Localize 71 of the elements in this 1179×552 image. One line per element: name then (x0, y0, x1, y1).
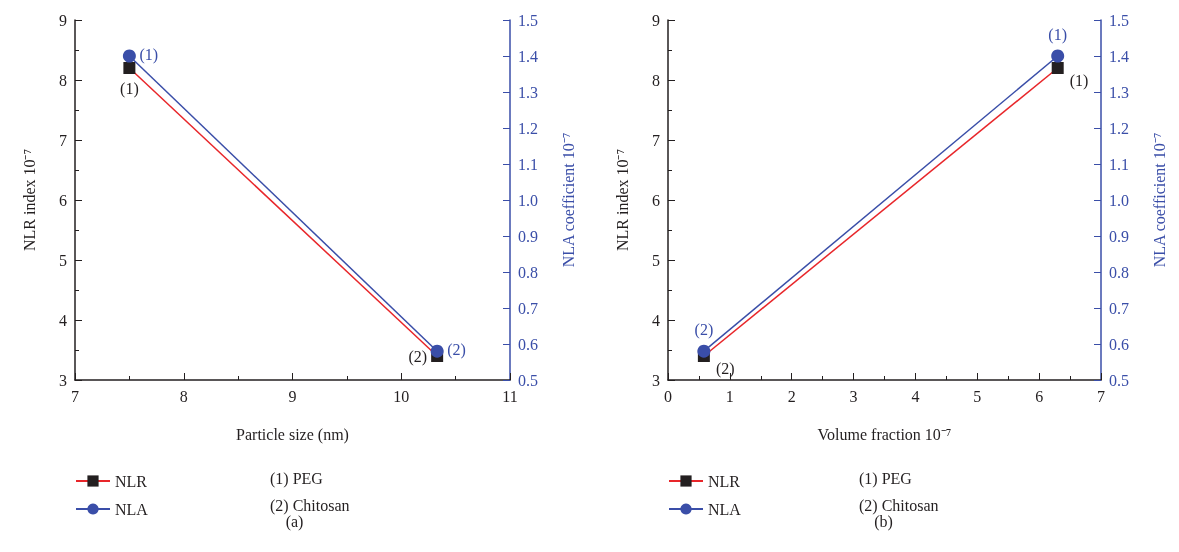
x-tick-label: 8 (179, 387, 188, 405)
x-tick-label: 2 (787, 387, 796, 405)
y2-tick-label: 0.9 (518, 227, 538, 245)
y2-tick-label: 0.5 (1109, 371, 1129, 389)
annotation: (2) (694, 320, 714, 339)
annotation: (2) (447, 340, 466, 359)
y-tick-label: 9 (59, 11, 67, 29)
x-tick-label: 7 (1097, 387, 1105, 405)
y-tick-label: 9 (652, 11, 660, 29)
x-tick-label: 6 (1035, 387, 1044, 405)
x-axis-title: Particle size (nm) (236, 425, 349, 444)
y2-tick-label: 0.9 (1109, 227, 1129, 245)
x-tick-label: 3 (849, 387, 858, 405)
y2-tick-label: 0.6 (1109, 335, 1129, 353)
x-tick-label: 11 (502, 387, 518, 405)
text: (1) PEG (270, 469, 324, 488)
legend-label: NLR (115, 472, 148, 490)
annotation: (1) (120, 79, 139, 98)
y2-tick-label: 1.5 (1109, 11, 1129, 29)
y2-tick-label: 0.7 (1109, 299, 1129, 317)
y-tick-label: 7 (59, 131, 67, 149)
x-tick-label: 5 (973, 387, 982, 405)
legend-label: NLR (708, 472, 741, 490)
y-axis-title: NLR index 10⁻⁷ (20, 148, 38, 252)
x-axis-title: Volume fraction 10⁻⁷ (817, 425, 952, 443)
y2-axis-title: NLA coefficient 10⁻⁷ (559, 132, 577, 268)
y-axis-title: NLR index 10⁻⁷ (613, 148, 631, 252)
y2-tick-label: 0.8 (1109, 263, 1129, 281)
text: (2) Chitosan (859, 496, 939, 515)
text: (1) PEG (859, 469, 913, 488)
y-tick-label: 3 (652, 371, 660, 389)
annotation: (2) (715, 359, 735, 378)
y2-tick-label: 0.6 (518, 335, 538, 353)
y2-tick-label: 1.4 (518, 47, 538, 65)
x-tick-label: 10 (393, 387, 410, 405)
legend-label: NLA (708, 500, 742, 518)
x-tick-label: 7 (71, 387, 79, 405)
y2-tick-label: 1.2 (518, 119, 538, 137)
x-tick-label: 1 (725, 387, 734, 405)
annotation: (2) (408, 347, 428, 366)
y2-tick-label: 0.7 (518, 299, 538, 317)
y2-tick-label: 1.3 (1109, 83, 1129, 101)
x-tick-label: 9 (288, 387, 297, 405)
y-tick-label: 4 (652, 311, 660, 329)
y2-tick-label: 1.2 (1109, 119, 1129, 137)
y-tick-label: 7 (652, 131, 660, 149)
y-tick-label: 3 (59, 371, 67, 389)
y2-tick-label: 1.3 (518, 83, 538, 101)
y-tick-label: 5 (652, 251, 660, 269)
annotation: (1) (1048, 25, 1068, 44)
x-tick-label: 4 (911, 387, 920, 405)
y2-tick-label: 1.0 (518, 191, 538, 209)
y2-tick-label: 1.1 (1109, 155, 1129, 173)
y-tick-label: 5 (59, 251, 67, 269)
x-tick-label: 0 (664, 387, 672, 405)
y2-tick-label: 1.5 (518, 11, 538, 29)
y2-tick-label: 1.4 (1109, 47, 1129, 65)
legend-label: NLA (115, 500, 149, 518)
y2-tick-label: 1.0 (1109, 191, 1129, 209)
text: (2) Chitosan (270, 496, 350, 515)
annotation: (1) (139, 45, 159, 64)
y2-tick-label: 0.8 (518, 263, 538, 281)
y2-tick-label: 0.5 (518, 371, 538, 389)
y2-tick-label: 1.1 (518, 155, 538, 173)
y-tick-label: 6 (652, 191, 660, 209)
y-tick-label: 6 (59, 191, 67, 209)
y-tick-label: 8 (59, 71, 67, 89)
annotation: (1) (1069, 71, 1089, 90)
y-tick-label: 8 (652, 71, 660, 89)
y-tick-label: 4 (59, 311, 67, 329)
y2-axis-title: NLA coefficient 10⁻⁷ (1150, 132, 1168, 268)
